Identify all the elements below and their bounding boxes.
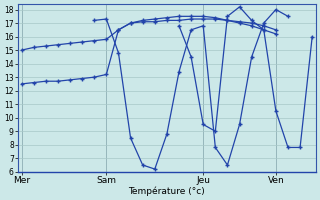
X-axis label: Température (°c): Température (°c) (129, 186, 205, 196)
